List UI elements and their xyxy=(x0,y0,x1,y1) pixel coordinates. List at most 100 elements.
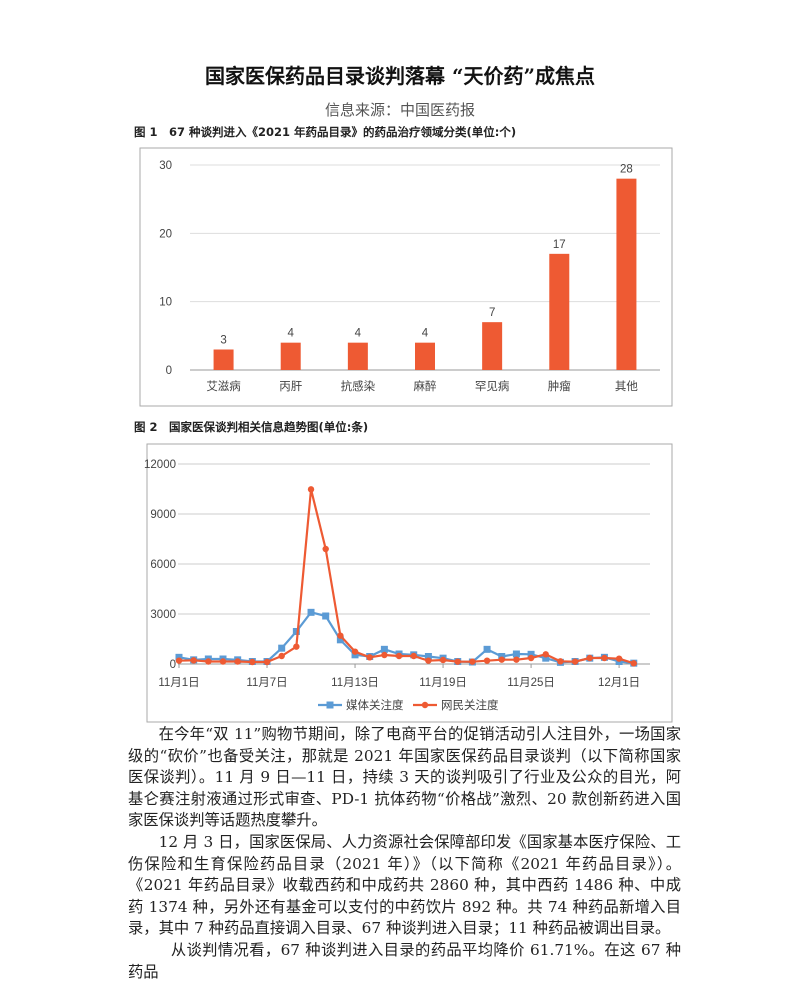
data-point xyxy=(542,651,549,658)
figure2-caption: 图 2 国家医保谈判相关信息趋势图(单位:条) xyxy=(134,420,369,434)
article-title: 国家医保药品目录谈判落幕 “天价药”成焦点 xyxy=(205,64,595,88)
data-point xyxy=(513,656,520,663)
data-point xyxy=(586,654,594,662)
data-label: 7 xyxy=(489,307,495,319)
x-tick-label: 抗感染 xyxy=(341,379,376,393)
data-point xyxy=(600,653,608,661)
x-tick-label: 11月25日 xyxy=(507,677,555,689)
bar xyxy=(213,349,234,370)
data-point xyxy=(190,657,197,664)
figure1-caption: 图 1 67 种谈判进入《2021 年药品目录》的药品治疗领域分类(单位:个) xyxy=(134,125,517,139)
paragraph: 从谈判情况看，67 种谈判进入目录的药品平均降价 61.71%。在这 67 种药… xyxy=(128,940,681,981)
x-tick-label: 丙肝 xyxy=(279,380,302,393)
data-point xyxy=(337,632,344,639)
y-tick-label: 0 xyxy=(170,659,176,671)
series-line xyxy=(178,488,635,665)
data-point xyxy=(439,656,447,664)
data-point xyxy=(557,658,564,665)
data-point xyxy=(630,659,638,667)
data-point xyxy=(366,654,373,661)
data-point xyxy=(234,658,241,665)
data-point xyxy=(571,658,579,665)
legend-label: 网民关注度 xyxy=(441,698,499,712)
article-body: 在今年“双 11”购物节期间，除了电商平台的促销活动引人注目外，一场国家级的“砍… xyxy=(128,724,681,983)
data-point xyxy=(366,653,374,660)
bar xyxy=(415,342,435,370)
x-tick-label: 麻醉 xyxy=(414,379,437,393)
chart1-frame xyxy=(139,147,673,407)
data-point xyxy=(395,650,403,658)
data-point xyxy=(454,658,461,665)
data-point xyxy=(322,545,329,553)
data-point xyxy=(527,654,535,662)
bar xyxy=(549,253,570,370)
x-tick-label: 11月19日 xyxy=(419,677,467,689)
legend-label: 媒体关注度 xyxy=(346,698,404,712)
data-point xyxy=(483,645,491,653)
y-tick-label: 0 xyxy=(166,365,172,377)
bar xyxy=(347,342,368,370)
data-point xyxy=(204,655,212,663)
data-point xyxy=(483,657,491,664)
data-point xyxy=(234,656,242,664)
data-point xyxy=(190,656,198,664)
x-tick-label: 肿瘤 xyxy=(548,379,571,393)
data-label: 17 xyxy=(553,239,566,251)
series-line xyxy=(178,611,634,665)
chart2-frame xyxy=(146,443,673,723)
data-point xyxy=(307,608,315,616)
y-tick-label: 3000 xyxy=(150,609,176,621)
data-point xyxy=(351,648,359,655)
data-point xyxy=(175,653,183,661)
data-point xyxy=(410,652,417,660)
data-point xyxy=(615,658,623,665)
data-point xyxy=(351,651,359,659)
data-point xyxy=(381,651,388,659)
data-point xyxy=(249,658,256,666)
data-point xyxy=(425,657,432,664)
y-tick-label: 6000 xyxy=(150,559,176,571)
data-point xyxy=(571,658,579,665)
data-point xyxy=(380,645,388,653)
x-tick-label: 11月1日 xyxy=(158,677,199,689)
data-point xyxy=(336,636,344,644)
data-point xyxy=(248,658,256,665)
data-point xyxy=(263,658,271,665)
data-point xyxy=(615,655,623,662)
data-point xyxy=(395,652,403,660)
article-source: 信息来源：中国医药报 xyxy=(324,101,475,119)
data-point xyxy=(586,654,593,662)
paragraph: 12 月 3 日，国家医保局、人力资源社会保障部印发《国家基本医疗保险、工伤保险… xyxy=(128,832,681,938)
y-tick-label: 20 xyxy=(159,228,172,240)
y-tick-label: 9000 xyxy=(150,509,176,521)
data-point xyxy=(601,654,608,662)
data-point xyxy=(278,652,285,660)
data-point xyxy=(468,658,476,666)
y-tick-label: 30 xyxy=(159,160,172,172)
y-tick-label: 12000 xyxy=(144,459,176,471)
data-point xyxy=(498,653,506,660)
data-point xyxy=(498,656,505,663)
data-point xyxy=(219,655,227,663)
data-point xyxy=(469,658,476,665)
data-point xyxy=(322,612,330,620)
data-point xyxy=(630,660,637,667)
data-point xyxy=(542,654,550,662)
x-tick-label: 艾滋病 xyxy=(206,379,241,393)
data-point xyxy=(293,643,300,650)
data-point xyxy=(307,486,315,493)
data-point xyxy=(424,653,432,660)
x-tick-label: 罕见病 xyxy=(475,379,510,393)
data-point xyxy=(278,644,286,652)
data-label: 4 xyxy=(422,328,429,340)
data-point xyxy=(410,651,418,659)
data-point xyxy=(292,628,300,635)
paragraph: 在今年“双 11”购物节期间，除了电商平台的促销活动引人注目外，一场国家级的“砍… xyxy=(128,725,681,830)
data-point xyxy=(263,658,271,666)
y-tick-label: 10 xyxy=(159,297,172,309)
bar xyxy=(482,322,503,370)
data-point xyxy=(556,658,564,666)
data-point xyxy=(512,650,520,658)
data-point xyxy=(205,658,212,665)
data-label: 4 xyxy=(288,328,295,340)
